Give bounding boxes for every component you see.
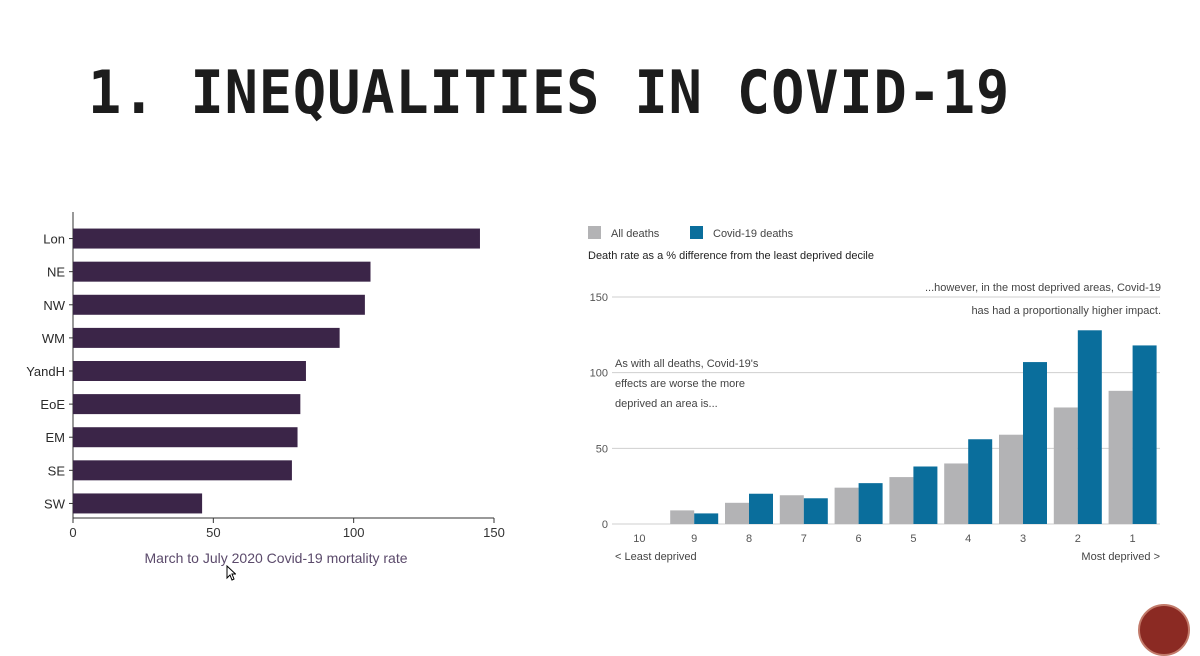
all-deaths-bar-8 [725,502,749,524]
bar-wm [73,327,340,348]
covid-deaths-bar-4 [968,439,993,524]
all-deaths-bar-5 [889,477,914,524]
logo-badge [1138,604,1190,656]
bar-lon [73,228,480,249]
all-deaths-bar-4 [944,463,969,524]
category-label: Lon [43,232,65,247]
x-axis-title: March to July 2020 Covid-19 mortality ra… [145,550,408,566]
legend-swatch [690,226,703,239]
category-label: WM [42,331,65,346]
legend-label: All deaths [611,228,660,240]
annotation-left-line: deprived an area is... [615,398,718,410]
covid-deaths-bar-8 [749,493,773,524]
bar-ne [73,261,371,282]
bar-se [73,460,292,481]
all-deaths-bar-9 [670,510,695,524]
category-label: SE [48,463,66,478]
all-deaths-bar-1 [1108,390,1133,524]
x-tick-label: 9 [691,533,697,545]
y-tick-label: 0 [602,519,608,531]
annotation-left-line: effects are worse the more [615,378,745,390]
bar-yandh [73,361,306,381]
covid-deaths-bar-2 [1077,330,1102,524]
least-deprived-note: < Least deprived [615,551,697,563]
x-tick-label: 100 [343,525,365,540]
x-tick-label: 7 [801,533,807,545]
chart-subtitle: Death rate as a % difference from the le… [588,250,874,262]
bar-sw [73,493,203,514]
bar-nw [73,294,365,315]
all-deaths-bar-6 [834,487,859,524]
category-label: SW [44,496,66,511]
category-label: EoE [40,397,65,412]
x-tick-label: 6 [856,533,862,545]
covid-deaths-bar-7 [803,498,828,524]
x-tick-label: 1 [1130,533,1136,545]
most-deprived-note: Most deprived > [1081,551,1160,563]
category-label: NE [47,265,65,280]
y-tick-label: 100 [590,368,608,380]
all-deaths-bar-3 [999,434,1023,524]
x-tick-label: 8 [746,533,752,545]
annotation-right-line: has had a proportionally higher impact. [971,305,1161,317]
x-tick-label: 50 [206,525,220,540]
bar-eoe [73,394,301,415]
annotation-right-line: ...however, in the most deprived areas, … [925,282,1161,294]
all-deaths-bar-2 [1053,407,1078,524]
category-label: YandH [26,364,65,379]
slide-title: 1. INEQUALITIES IN COVID-19 [88,58,1011,128]
covid-deaths-bar-9 [694,513,719,524]
y-tick-label: 50 [596,443,608,455]
x-tick-label: 4 [965,533,971,545]
x-tick-label: 0 [69,525,76,540]
annotation-left-line: As with all deaths, Covid-19's [615,358,759,370]
regional-mortality-bar-chart: Lon NE NW WM YandH EoE EM SE SW0 50 100 150 March to… [26,212,505,566]
all-deaths-bar-7 [779,495,804,524]
x-tick-label: 150 [483,525,505,540]
legend-swatch [588,226,601,239]
mouse-cursor-icon [226,565,236,581]
category-label: EM [46,430,66,445]
category-label: NW [43,298,65,313]
legend-label: Covid-19 deaths [713,228,794,240]
covid-deaths-bar-3 [1023,362,1047,524]
y-tick-label: 150 [590,292,608,304]
x-tick-label: 2 [1075,533,1081,545]
bar-em [73,427,298,448]
covid-deaths-bar-5 [913,466,938,524]
x-tick-label: 5 [910,533,916,545]
covid-deaths-bar-6 [858,483,883,524]
x-tick-label: 10 [633,533,645,545]
deprivation-death-rate-chart: All deaths Covid-19 deaths Death rate as a… [588,226,1161,563]
x-tick-label: 3 [1020,533,1026,545]
covid-deaths-bar-1 [1132,345,1157,524]
